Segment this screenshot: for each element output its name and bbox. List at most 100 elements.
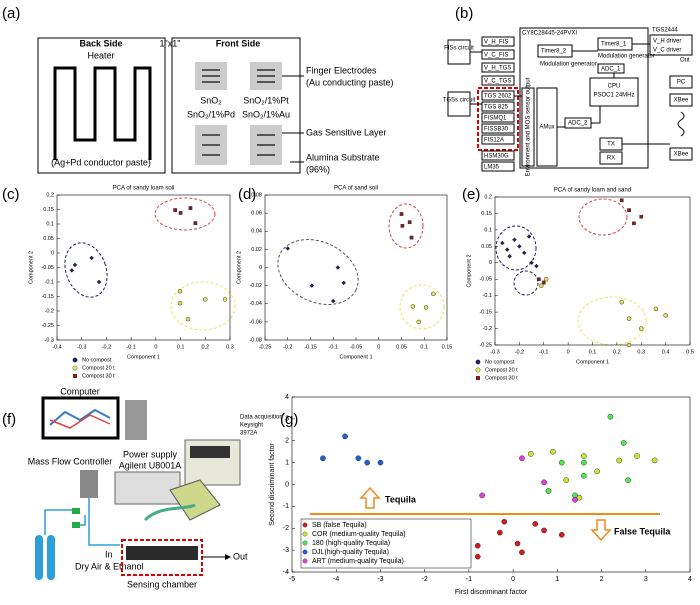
x-tick-label: 4 xyxy=(688,576,692,583)
label: FISSB30 xyxy=(484,127,509,133)
point xyxy=(501,518,508,525)
point xyxy=(563,477,570,483)
y-tick-label: -0.2 xyxy=(483,326,492,332)
y-axis-label: Second discriminant factor xyxy=(269,443,276,526)
x-axis-label: Component 1 xyxy=(127,354,160,360)
y-axis-label: Component 2 xyxy=(28,251,34,284)
point xyxy=(532,521,539,527)
legend-swatch xyxy=(475,359,481,365)
y-tick-label: 0 xyxy=(259,265,262,271)
point xyxy=(423,305,429,310)
point xyxy=(431,291,436,297)
x-tick-label: 0.5 xyxy=(686,349,694,355)
point xyxy=(651,457,658,464)
point xyxy=(177,300,183,306)
x-tick-label: -2 xyxy=(422,576,428,583)
label: Heater xyxy=(87,50,114,60)
diagram-b: CY8C28445-24PVXI TGS2444 V_H driver V_C … xyxy=(443,27,693,176)
label: V_H driver xyxy=(653,39,681,45)
point xyxy=(335,265,341,270)
point xyxy=(512,237,517,243)
y-tick-label: -0.02 xyxy=(249,283,262,289)
label: Gas Sensitive Layer xyxy=(306,127,387,137)
x-tick-label: -0.2 xyxy=(283,344,292,350)
y-tick-label: 0.15 xyxy=(43,207,54,213)
point xyxy=(364,459,371,466)
plot-area xyxy=(264,194,448,341)
x-tick-label: 0.1 xyxy=(420,344,428,350)
legend-label: Compost 30 t xyxy=(82,373,115,379)
x-tick-label: 0.4 xyxy=(662,349,670,355)
y-tick-label: 0.08 xyxy=(251,192,262,198)
y-tick-label: -0.25 xyxy=(479,342,492,348)
label: SnO₂/1%Pd xyxy=(187,109,235,119)
label: V_C_TGS xyxy=(484,79,511,85)
legend-label: No compost xyxy=(82,357,112,363)
point xyxy=(399,212,404,216)
x-tick-label: 0 xyxy=(377,344,380,350)
legend-label: DJL(high-quality Tequila) xyxy=(312,549,389,556)
panel-label: (b) xyxy=(455,5,473,22)
y-tick-label: 0.1 xyxy=(46,221,54,227)
label: Computer xyxy=(60,386,100,396)
point xyxy=(558,459,565,466)
label: SnO₂ xyxy=(200,95,222,105)
point xyxy=(541,527,547,534)
point xyxy=(173,208,177,212)
point xyxy=(410,304,416,309)
point xyxy=(193,221,198,225)
legend-swatch xyxy=(476,376,480,380)
x-tick-label: -0.1 xyxy=(539,349,548,355)
point xyxy=(96,279,102,285)
y-tick-label: -0.06 xyxy=(249,319,262,325)
label: Out xyxy=(233,551,248,561)
x-tick-label: -0.1 xyxy=(126,344,135,350)
panel-label: (g) xyxy=(280,411,298,428)
x-axis-label: First discriminant factor xyxy=(455,589,528,596)
label: HSM30G xyxy=(484,154,509,160)
point xyxy=(355,455,362,462)
label: Out xyxy=(680,58,690,64)
label: V_H_FIS xyxy=(484,40,508,46)
x-tick-label: 3 xyxy=(644,576,648,583)
point xyxy=(581,459,587,466)
x-tick-label: 0 xyxy=(511,576,515,583)
x-tick-label: 0.1 xyxy=(589,349,597,355)
point xyxy=(616,457,623,464)
legend-label: Compost 20 t xyxy=(485,367,518,373)
point xyxy=(496,529,503,536)
point xyxy=(507,253,512,259)
point xyxy=(526,234,532,239)
x-tick-label: 0.15 xyxy=(442,344,453,350)
legend-swatch xyxy=(302,531,308,537)
x-tick-label: -0.3 xyxy=(77,344,86,350)
y-tick-label: 4 xyxy=(285,394,289,401)
plot-area xyxy=(494,196,691,346)
y-tick-label: 0 xyxy=(51,250,54,256)
point xyxy=(527,451,534,457)
x-axis-label: Component 1 xyxy=(576,359,609,365)
x-tick-label: 0 xyxy=(567,349,570,355)
point xyxy=(72,262,78,268)
y-tick-label: -0.04 xyxy=(249,301,262,307)
point xyxy=(416,319,422,325)
point xyxy=(504,247,510,252)
x-tick-label: -0.4 xyxy=(52,344,61,350)
label: In xyxy=(105,549,113,559)
point xyxy=(285,246,291,251)
point xyxy=(632,221,636,226)
label: CY8C28445-24PVXI xyxy=(522,31,577,37)
x-tick-label: -0.25 xyxy=(259,344,272,350)
point xyxy=(639,326,644,331)
panel-label: (c) xyxy=(2,186,20,203)
point xyxy=(619,198,624,203)
point xyxy=(409,235,414,240)
label: FIS12A xyxy=(484,138,504,144)
y-tick-label: 0.06 xyxy=(251,211,262,217)
label: PC xyxy=(677,80,686,86)
point xyxy=(619,299,624,305)
panel-label: (f) xyxy=(2,411,16,428)
point xyxy=(543,276,549,282)
legend-label: ART (medium-quality Tequila) xyxy=(312,558,404,565)
x-tick-label: 0.05 xyxy=(396,344,407,350)
